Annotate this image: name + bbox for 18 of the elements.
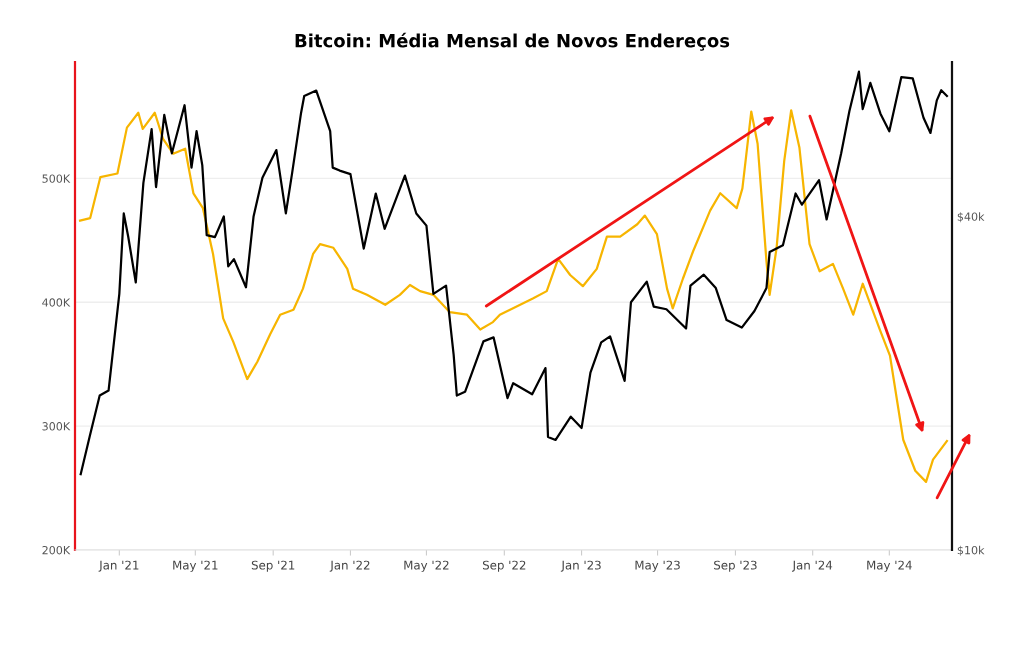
y2-tick-label: $40k xyxy=(957,212,985,223)
x-tick-label: Sep '21 xyxy=(251,560,295,572)
x-tick-label: Jan '23 xyxy=(560,560,601,572)
x-tick-label: Sep '22 xyxy=(482,560,526,572)
y2-tick-label: $10k xyxy=(957,545,985,556)
x-tick-label: Sep '23 xyxy=(714,560,757,572)
x-tick-label: Jan '24 xyxy=(791,560,833,572)
y-tick-label: 200K xyxy=(42,545,71,555)
y-tick-label: 400K xyxy=(42,298,71,307)
x-tick-label: May '22 xyxy=(404,560,449,572)
y-tick-label: 300K xyxy=(42,422,71,431)
x-tick-label: May '23 xyxy=(635,560,680,572)
chart-title: Bitcoin: Média Mensal de Novos Endereços xyxy=(295,32,730,51)
x-tick-label: Jan '21 xyxy=(98,560,139,572)
x-tick-label: Jan '22 xyxy=(329,560,370,572)
x-tick-label: May '21 xyxy=(173,560,218,572)
y-tick-label: 500K xyxy=(42,174,71,183)
x-tick-label: May '24 xyxy=(867,560,912,572)
